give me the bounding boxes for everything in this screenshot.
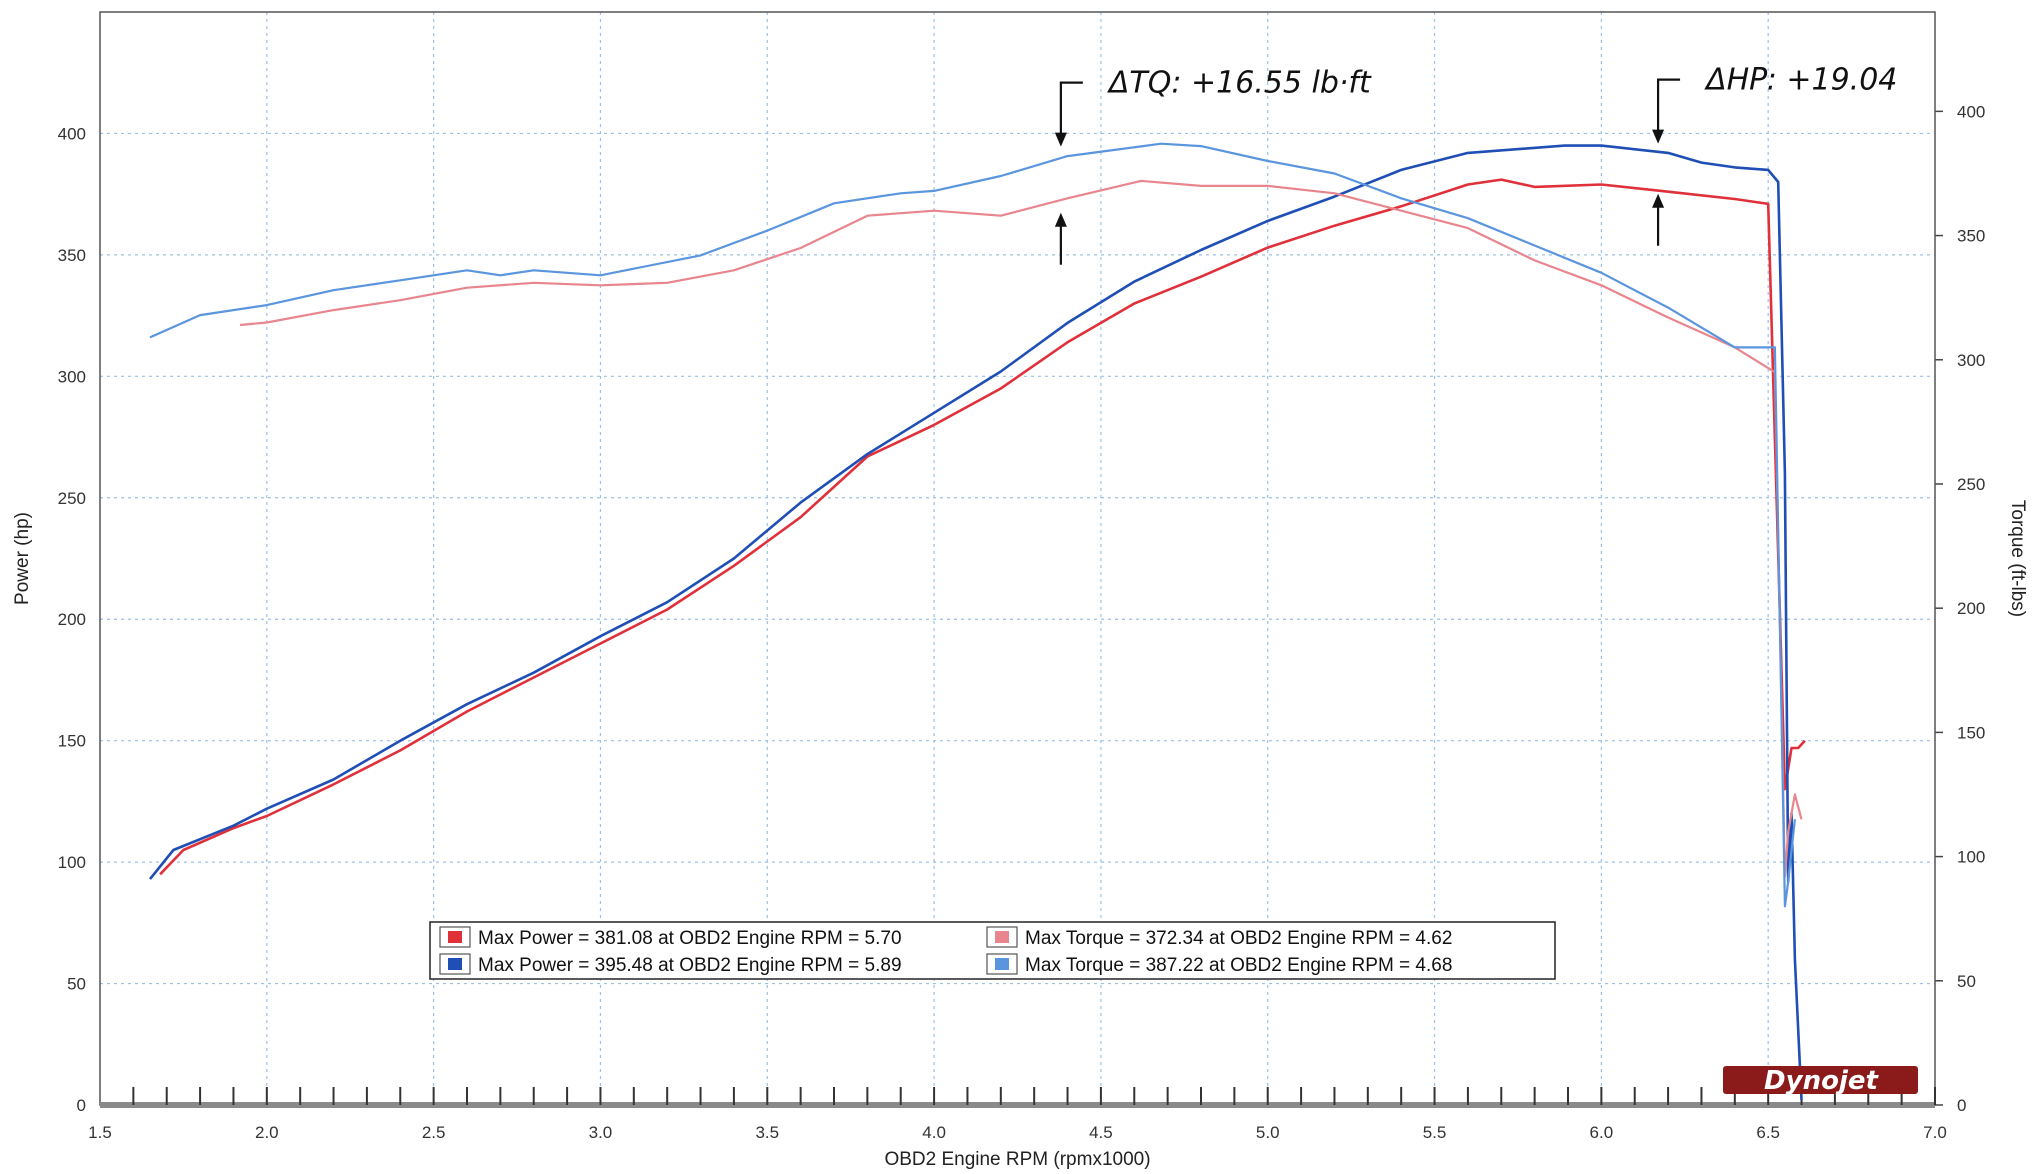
annotation-text: ΔTQ: +16.55 lb·ft [1107, 66, 1372, 101]
y-right-tick-label: 400 [1957, 102, 1985, 121]
legend-entry: Max Power = 381.08 at OBD2 Engine RPM = … [439, 926, 902, 949]
legend-label: Max Torque = 372.34 at OBD2 Engine RPM =… [1025, 928, 1452, 949]
x-tick-label: 6.0 [1590, 1123, 1614, 1142]
y-right-tick-label: 300 [1957, 351, 1985, 370]
torque_run2-line [149, 142, 1796, 908]
annotation-arrow-down [1656, 78, 1681, 138]
y-left-tick-label: 150 [58, 732, 86, 751]
annotation-text: ΔHP: +19.04 [1704, 63, 1897, 98]
legend-label: Max Power = 395.48 at OBD2 Engine RPM = … [478, 955, 902, 976]
annotation-arrowhead-down [1652, 129, 1665, 144]
annotation-arrowhead-down [1054, 132, 1067, 147]
y-right-tick-label: 0 [1957, 1096, 1966, 1115]
y-left-axis-title: Power (hp) [12, 512, 33, 605]
y-left-tick-label: 400 [58, 124, 86, 143]
x-tick-label: 2.0 [255, 1123, 279, 1142]
y-left-tick-label: 0 [77, 1096, 86, 1115]
x-tick-label: 5.0 [1256, 1123, 1280, 1142]
legend-swatch [995, 958, 1009, 970]
y-left-tick-label: 350 [58, 246, 86, 265]
x-tick-label: 7.0 [1923, 1123, 1947, 1142]
y-right-tick-label: 100 [1957, 848, 1985, 867]
annotation-arrow-down [1059, 81, 1083, 141]
x-tick-label: 5.5 [1423, 1123, 1447, 1142]
legend-swatch [448, 958, 462, 970]
y-right-tick-label: 150 [1957, 723, 1985, 742]
y-right-axis-title: Torque (ft-lbs) [2007, 500, 2028, 617]
annotation-0: ΔTQ: +16.55 lb·ft [1054, 66, 1372, 265]
annotations: ΔTQ: +16.55 lb·ft ΔHP: +19.04 [1054, 63, 1897, 265]
power_run2-line [148, 144, 1803, 1101]
logo-text: Dynojet [1764, 1066, 1879, 1096]
power_run1-line [159, 178, 1806, 876]
x-tick-label: 2.5 [422, 1123, 446, 1142]
x-tick-label: 4.0 [922, 1123, 946, 1142]
y-left-tick-label: 250 [58, 489, 86, 508]
x-axis-title: OBD2 Engine RPM (rpmx1000) [884, 1149, 1150, 1170]
legend-entry: Max Torque = 387.22 at OBD2 Engine RPM =… [986, 953, 1452, 976]
y-left-tick-label: 300 [58, 367, 86, 386]
x-tick-label: 6.5 [1756, 1123, 1780, 1142]
x-axis-band [100, 1102, 1935, 1108]
legend: Max Power = 381.08 at OBD2 Engine RPM = … [429, 921, 1556, 980]
series [148, 142, 1806, 1101]
y-right-tick-label: 200 [1957, 599, 1985, 618]
y-left-tick-label: 50 [67, 975, 86, 994]
x-tick-label: 4.5 [1089, 1123, 1113, 1142]
y-right-tick-label: 50 [1957, 972, 1976, 991]
legend-entry: Max Power = 395.48 at OBD2 Engine RPM = … [439, 953, 902, 976]
annotation-arrowhead-up [1652, 193, 1665, 208]
legend-label: Max Torque = 387.22 at OBD2 Engine RPM =… [1025, 955, 1452, 976]
x-tick-label: 3.0 [589, 1123, 613, 1142]
annotation-1: ΔHP: +19.04 [1652, 63, 1897, 246]
logo-plate [1723, 1066, 1918, 1094]
annotation-arrowhead-up [1054, 212, 1067, 227]
torque_run1-line [239, 179, 1803, 878]
axes: 1.5 2.0 2.5 3.0 3.5 4.0 4.5 5.0 5.5 6.0 6.5 7.0 0 50 1… [12, 11, 2028, 1170]
y-left-tick-label: 100 [58, 853, 86, 872]
x-tick-label: 1.5 [88, 1123, 112, 1142]
y-left-tick-label: 200 [58, 610, 86, 629]
dynojet-logo: Dynojet [1723, 1066, 1918, 1096]
legend-swatch [448, 931, 462, 943]
legend-entry: Max Torque = 372.34 at OBD2 Engine RPM =… [986, 926, 1452, 949]
x-tick-label: 3.5 [755, 1123, 779, 1142]
legend-swatch [995, 931, 1009, 943]
y-right-tick-label: 350 [1957, 227, 1985, 246]
y-right-tick-label: 250 [1957, 475, 1985, 494]
legend-label: Max Power = 381.08 at OBD2 Engine RPM = … [478, 928, 902, 949]
